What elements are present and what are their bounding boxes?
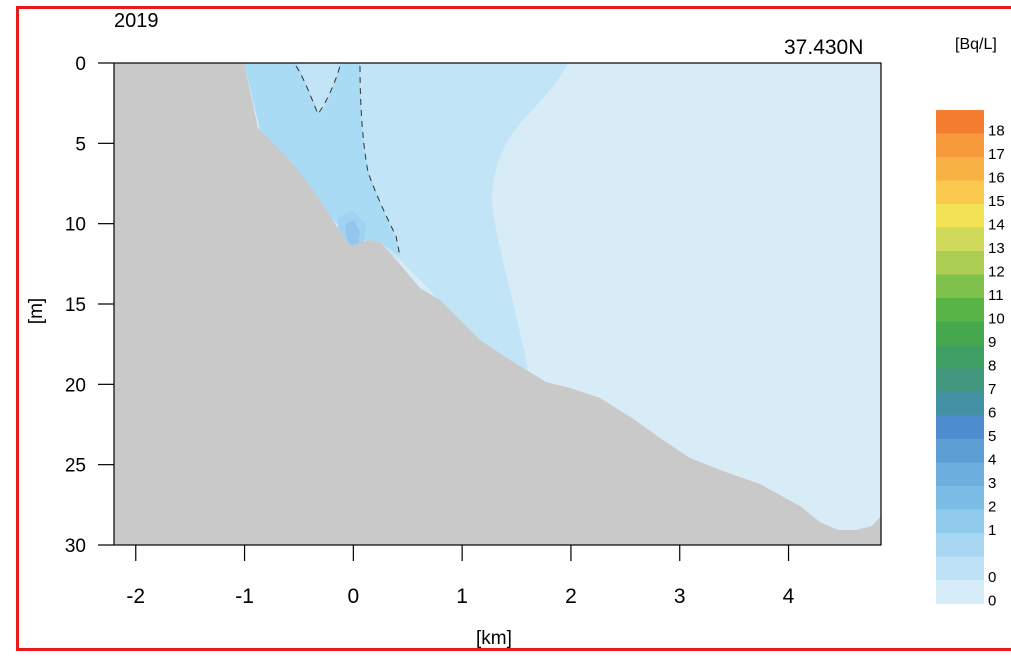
colorbar-label: 6 (988, 405, 996, 422)
colorbar-label: 11 (988, 287, 1004, 304)
colorbar-label: 2 (988, 499, 996, 516)
colorbar-label: 0 (988, 593, 996, 610)
colorbar-swatch (936, 133, 984, 158)
colorbar-swatch (936, 227, 984, 252)
colorbar-swatch (936, 580, 984, 604)
colorbar-label: 13 (988, 240, 1005, 257)
colorbar-label: 1 (988, 522, 996, 539)
colorbar-label: 4 (988, 452, 996, 469)
concentration-pocket (298, 63, 340, 114)
y-tick-label: 15 (65, 295, 86, 316)
y-tick-label: 30 (65, 536, 86, 557)
colorbar-label: 5 (988, 428, 996, 445)
y-tick-label: 5 (75, 134, 86, 155)
y-tick-label: 20 (65, 375, 86, 396)
colorbar-swatch (936, 180, 984, 205)
y-tick-label: 0 (75, 54, 86, 75)
colorbar-swatch (936, 204, 984, 228)
colorbar-swatch (936, 392, 984, 416)
colorbar-label: 16 (988, 170, 1005, 187)
colorbar-swatch (936, 157, 984, 181)
y-axis-label: [m] (26, 297, 47, 325)
seabed-terrain (114, 63, 881, 545)
colorbar-label: 9 (988, 334, 996, 351)
colorbar-swatch (936, 509, 984, 534)
x-tick-label: 3 (674, 585, 686, 608)
colorbar-label: 15 (988, 193, 1005, 210)
colorbar-unit-label: [Bq/L] (955, 36, 997, 53)
x-tick-label: 0 (348, 585, 360, 608)
x-tick-label: -1 (235, 585, 254, 608)
concentration-peak-inner (346, 220, 360, 245)
x-tick-label: 4 (783, 585, 795, 608)
latitude-label: 37.430N (784, 36, 864, 59)
colorbar-label: 14 (988, 217, 1005, 234)
colorbar-label: 10 (988, 311, 1005, 328)
colorbar-swatch (936, 486, 984, 510)
colorbar-swatch (936, 415, 984, 440)
colorbar-swatch (936, 556, 984, 581)
colorbar-label: 17 (988, 146, 1005, 163)
colorbar-swatch (936, 298, 984, 322)
colorbar-swatch (936, 110, 984, 134)
figure-frame (16, 6, 1011, 651)
colorbar-swatch (936, 533, 984, 557)
colorbar-swatch (936, 321, 984, 346)
colorbar-label: 12 (988, 264, 1005, 281)
chart-title: 2019 (114, 10, 159, 32)
colorbar-swatch (936, 274, 984, 299)
y-tick-label: 25 (65, 456, 86, 477)
x-tick-label: 1 (456, 585, 468, 608)
colorbar-label: 7 (988, 381, 996, 398)
colorbar-swatch (936, 439, 984, 463)
colorbar-label: 8 (988, 358, 996, 375)
colorbar-label: 18 (988, 123, 1005, 140)
y-tick-label: 10 (65, 215, 86, 236)
x-tick-label: 2 (565, 585, 577, 608)
colorbar-label: 0 (988, 569, 996, 586)
colorbar-swatch (936, 251, 984, 275)
x-tick-label: -2 (126, 585, 145, 608)
colorbar-swatch (936, 368, 984, 393)
colorbar-swatch (936, 462, 984, 487)
colorbar-swatch (936, 345, 984, 369)
contour-line (295, 65, 401, 257)
colorbar-label: 3 (988, 475, 996, 492)
x-axis-label: [km] (476, 628, 512, 649)
